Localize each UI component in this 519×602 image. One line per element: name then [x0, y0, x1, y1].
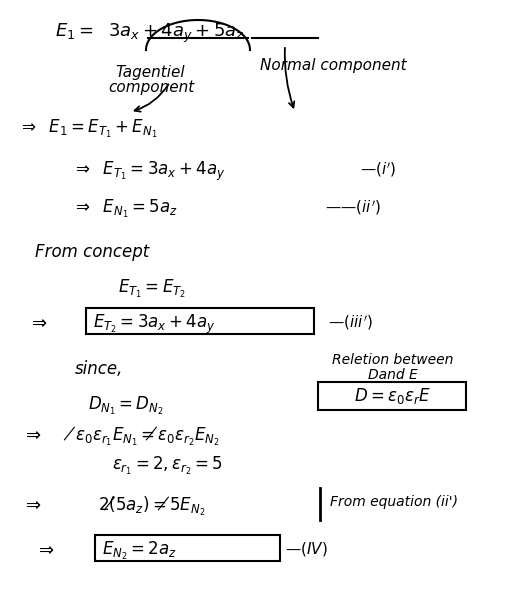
Text: From concept: From concept: [35, 243, 149, 261]
Text: $E_{N_2} = 2a_z$: $E_{N_2} = 2a_z$: [102, 540, 177, 562]
Text: From equation (ii'): From equation (ii'): [330, 495, 458, 509]
Bar: [95, 535, 280, 561]
Text: $\varepsilon_{r_1}= 2 , \varepsilon_{r_2}= 5$: $\varepsilon_{r_1}= 2 , \varepsilon_{r_2…: [112, 455, 223, 477]
Text: $D_{N_1} = D_{N_2}$: $D_{N_1} = D_{N_2}$: [88, 395, 164, 417]
Text: $\Rightarrow$  $E_{N_1} = 5a_z$: $\Rightarrow$ $E_{N_1} = 5a_z$: [72, 198, 177, 220]
Text: Dand E: Dand E: [368, 368, 418, 382]
Text: $\Rightarrow$: $\Rightarrow$: [22, 495, 42, 513]
Text: Tagentiel: Tagentiel: [115, 65, 185, 80]
Text: $E_1=$  $3a_x + 4a_y + 5a_z$: $E_1=$ $3a_x + 4a_y + 5a_z$: [55, 22, 245, 45]
Text: $E_{T_2} =  3a_x + 4a_y$: $E_{T_2} = 3a_x + 4a_y$: [93, 313, 215, 336]
Text: $\Rightarrow$  $E_{T_1} = 3a_x + 4a_y$: $\Rightarrow$ $E_{T_1} = 3a_x + 4a_y$: [72, 160, 225, 183]
Text: component: component: [108, 80, 194, 95]
Text: $\mathit{—(i')}$: $\mathit{—(i')}$: [360, 160, 397, 179]
Text: $\mathit{——(ii')}$: $\mathit{——(ii')}$: [325, 198, 381, 217]
Bar: [86, 308, 314, 334]
Text: $E_{T_1}  =  E_{T_2}$: $E_{T_1} = E_{T_2}$: [118, 278, 186, 300]
Text: $\Rightarrow$: $\Rightarrow$: [35, 540, 54, 558]
Bar: [318, 382, 466, 410]
Text: $\Rightarrow$  $E_1 = E_{T_1} + E_{N_1}$: $\Rightarrow$ $E_1 = E_{T_1} + E_{N_1}$: [18, 118, 157, 140]
Text: $\Rightarrow$: $\Rightarrow$: [22, 425, 42, 443]
Text: $2 (\not{5}a_z) = \not{5} E_{N_2}$: $2 (\not{5}a_z) = \not{5} E_{N_2}$: [98, 495, 206, 518]
Text: Normal component: Normal component: [260, 58, 406, 73]
Text: $D= \varepsilon_0\varepsilon_r E$: $D= \varepsilon_0\varepsilon_r E$: [353, 386, 430, 406]
Text: $\mathit{—(IV)}$: $\mathit{—(IV)}$: [285, 540, 327, 558]
Text: Reletion between: Reletion between: [332, 353, 454, 367]
Text: $\mathit{—(iii')}$: $\mathit{—(iii')}$: [328, 313, 373, 332]
Text: $\not{\varepsilon}_0\varepsilon_{r_1}E_{N_1} = \not{\varepsilon}_0\varepsilon_{r: $\not{\varepsilon}_0\varepsilon_{r_1}E_{…: [63, 425, 220, 448]
Text: $\Rightarrow$: $\Rightarrow$: [28, 313, 48, 331]
Text: since,: since,: [75, 360, 124, 378]
